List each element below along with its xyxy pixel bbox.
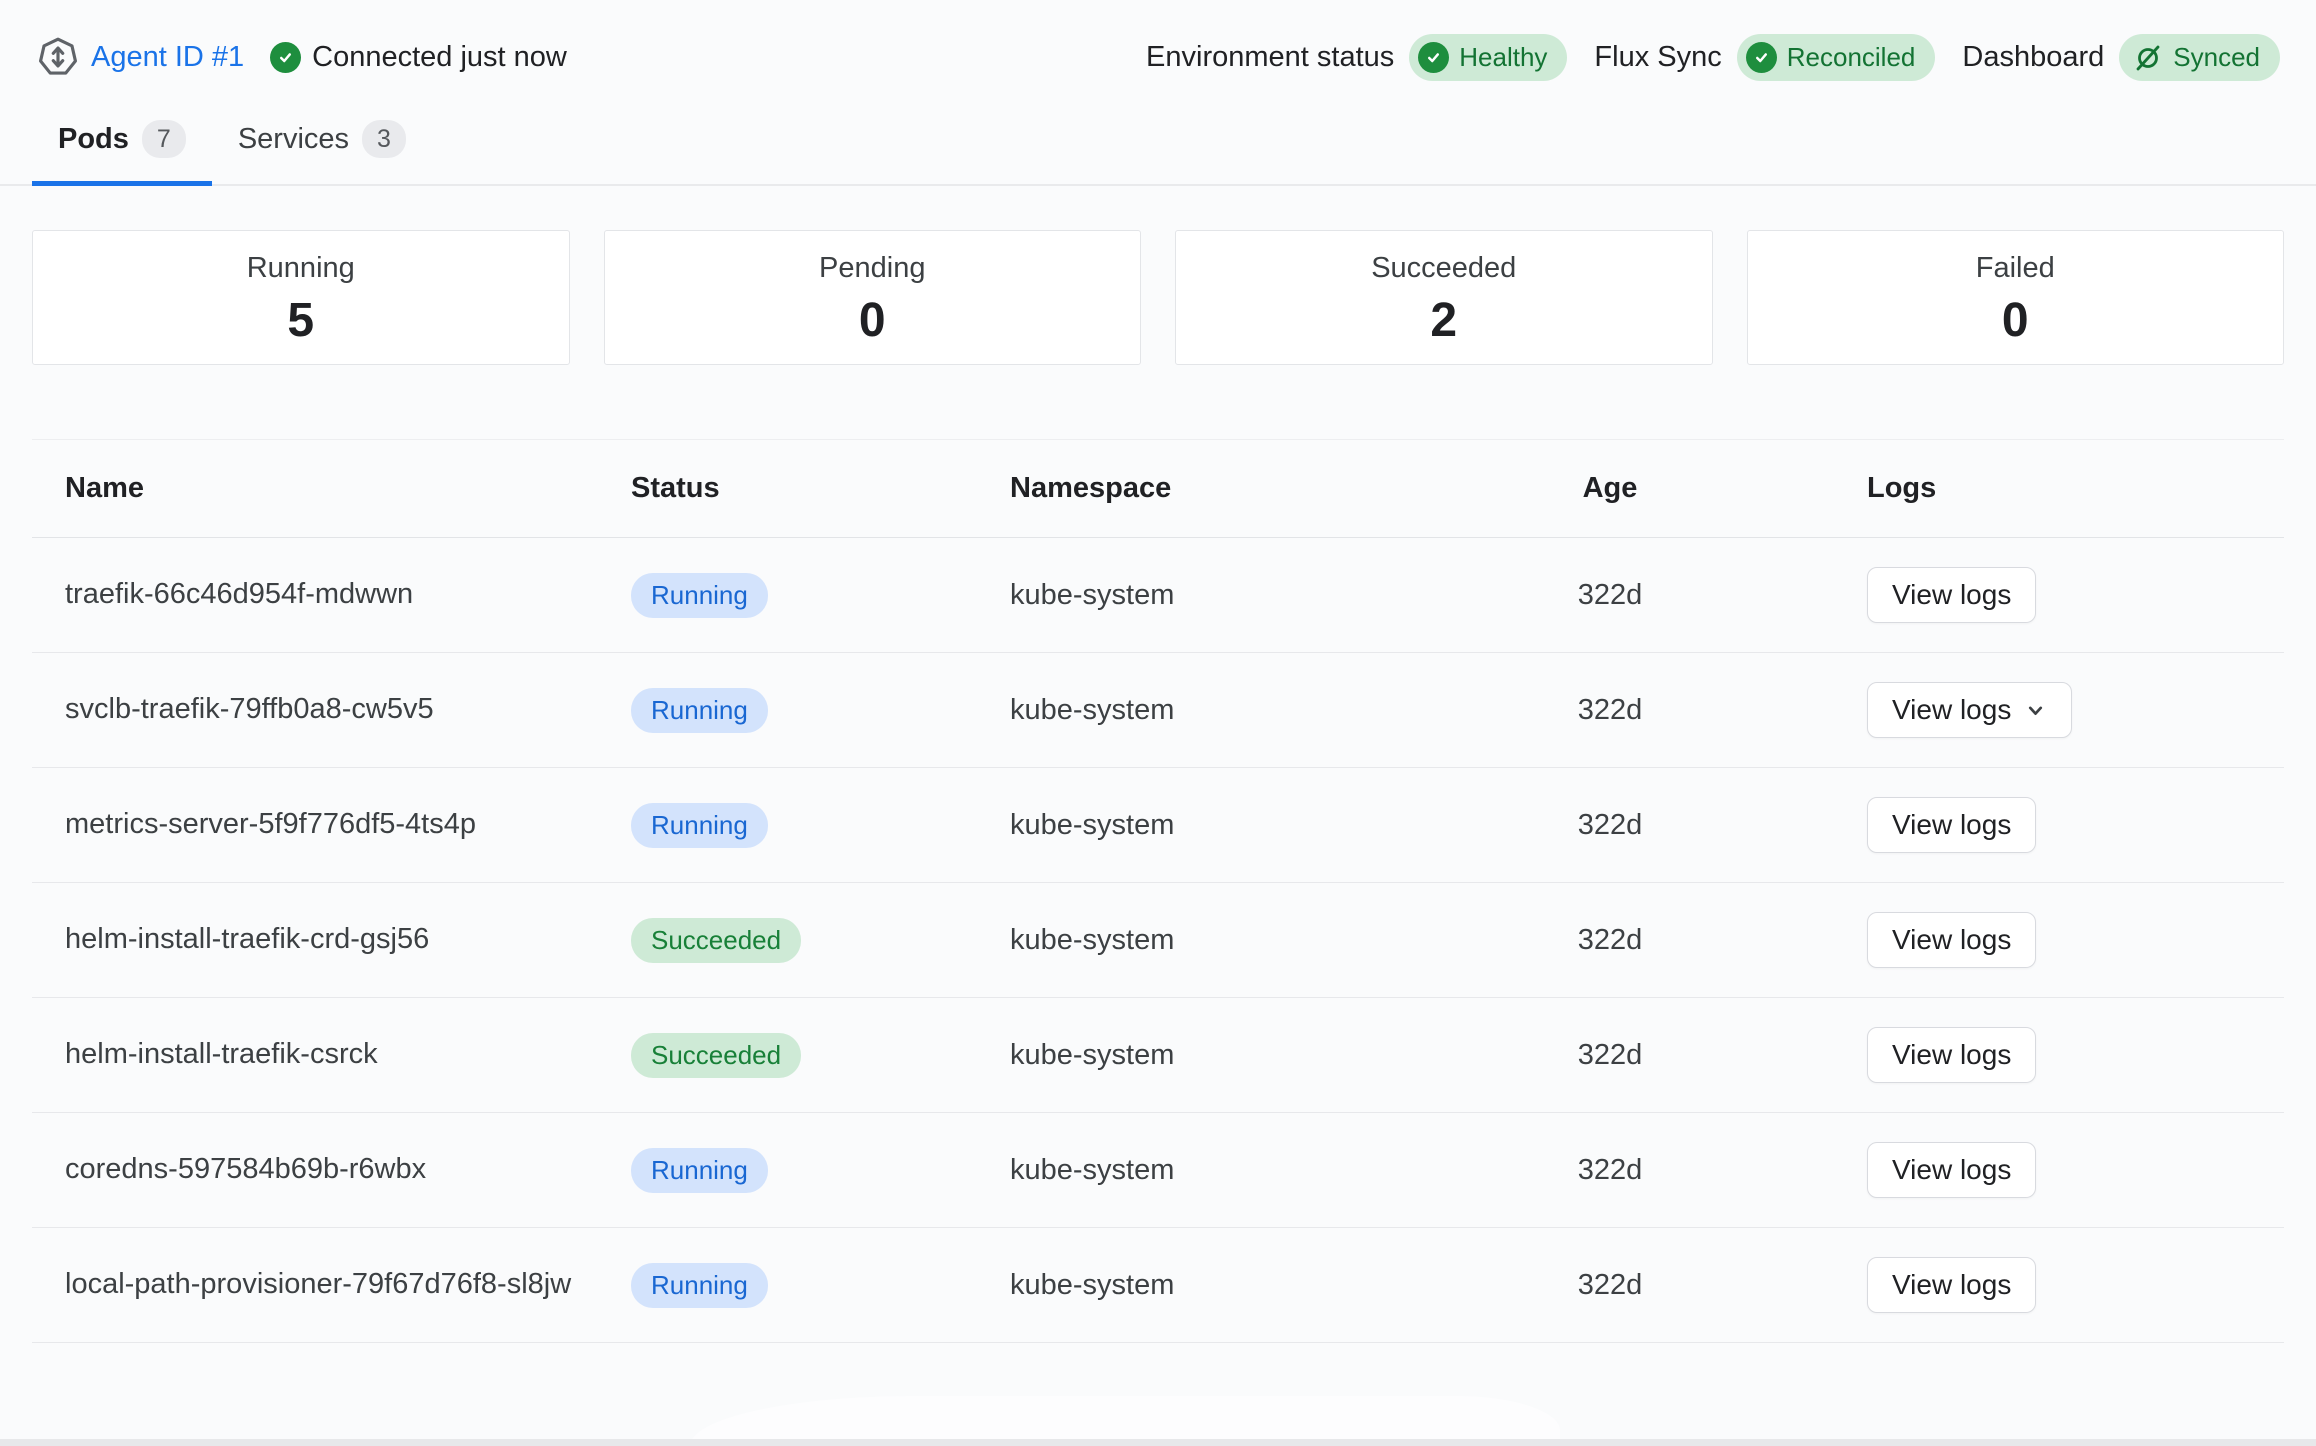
synced-badge-text: Synced: [2173, 42, 2260, 73]
table-row: svclb-traefik-79ffb0a8-cw5v5 Running kub…: [32, 653, 2284, 768]
pod-name: helm-install-traefik-csrck: [32, 1036, 631, 1073]
pod-name: metrics-server-5f9f776df5-4ts4p: [32, 806, 631, 843]
pod-name: local-path-provisioner-79f67d76f8-sl8jw: [32, 1266, 631, 1303]
view-logs-label: View logs: [1892, 579, 2011, 611]
pods-table: Name Status Namespace Age Logs traefik-6…: [32, 439, 2284, 1343]
age-cell: 322d: [1510, 809, 1710, 842]
tab-pods-count-badge: 7: [142, 120, 186, 158]
view-logs-button[interactable]: View logs: [1867, 1142, 2036, 1198]
bottom-edge-strip: [0, 1439, 2316, 1446]
tab-services-label: Services: [238, 123, 349, 156]
tab-services-count-badge: 3: [362, 120, 406, 158]
healthy-badge-text: Healthy: [1459, 42, 1547, 73]
connection-status-text: Connected just now: [312, 41, 567, 74]
view-logs-label: View logs: [1892, 694, 2011, 726]
pod-name: coredns-597584b69b-r6wbx: [32, 1151, 631, 1188]
environment-badges: Environment status Healthy Flux Sync Rec…: [1146, 34, 2280, 81]
tab-services[interactable]: Services 3: [212, 108, 432, 184]
namespace-cell: kube-system: [1010, 809, 1510, 842]
namespace-cell: kube-system: [1010, 1154, 1510, 1187]
view-logs-label: View logs: [1892, 1269, 2011, 1301]
flux-sync-label: Flux Sync: [1594, 41, 1721, 74]
stat-value: 2: [1176, 293, 1712, 348]
view-logs-button[interactable]: View logs: [1867, 567, 2036, 623]
age-cell: 322d: [1510, 579, 1710, 612]
view-logs-button[interactable]: View logs: [1867, 912, 2036, 968]
reconciled-badge: Reconciled: [1737, 34, 1936, 81]
slashed-circle-sync-icon: [2133, 42, 2163, 72]
status-badge: Running: [631, 803, 768, 848]
table-row: traefik-66c46d954f-mdwwn Running kube-sy…: [32, 538, 2284, 653]
column-header-age: Age: [1510, 472, 1710, 505]
healthy-badge: Healthy: [1409, 34, 1567, 81]
age-cell: 322d: [1510, 1039, 1710, 1072]
stat-card-pending: Pending 0: [604, 230, 1142, 365]
stat-card-succeeded: Succeeded 2: [1175, 230, 1713, 365]
stat-value: 0: [605, 293, 1141, 348]
column-header-status: Status: [631, 472, 1010, 505]
stat-value: 5: [33, 293, 569, 348]
namespace-cell: kube-system: [1010, 694, 1510, 727]
connection-status: Connected just now: [270, 41, 567, 74]
synced-badge: Synced: [2119, 34, 2280, 81]
status-badge: Running: [631, 573, 768, 618]
stat-label: Running: [33, 252, 569, 285]
stat-label: Failed: [1748, 252, 2284, 285]
namespace-cell: kube-system: [1010, 924, 1510, 957]
tab-pods-label: Pods: [58, 123, 129, 156]
view-logs-button[interactable]: View logs: [1867, 1257, 2036, 1313]
view-logs-button[interactable]: View logs: [1867, 682, 2072, 738]
hexagon-node-updown-arrow-icon: [37, 36, 79, 78]
stat-card-failed: Failed 0: [1747, 230, 2285, 365]
view-logs-label: View logs: [1892, 924, 2011, 956]
age-cell: 322d: [1510, 1269, 1710, 1302]
view-logs-button[interactable]: View logs: [1867, 797, 2036, 853]
table-body: traefik-66c46d954f-mdwwn Running kube-sy…: [32, 538, 2284, 1343]
table-row: local-path-provisioner-79f67d76f8-sl8jw …: [32, 1228, 2284, 1343]
reconciled-badge-text: Reconciled: [1787, 42, 1916, 73]
status-badge: Succeeded: [631, 918, 801, 963]
table-header-row: Name Status Namespace Age Logs: [32, 440, 2284, 538]
view-logs-label: View logs: [1892, 1039, 2011, 1071]
stat-label: Pending: [605, 252, 1141, 285]
agent-id-link[interactable]: Agent ID #1: [91, 41, 244, 74]
age-cell: 322d: [1510, 924, 1710, 957]
status-badge: Running: [631, 688, 768, 733]
topbar: Agent ID #1 Connected just now Environme…: [0, 0, 2316, 84]
column-header-name: Name: [32, 470, 631, 507]
age-cell: 322d: [1510, 1154, 1710, 1187]
namespace-cell: kube-system: [1010, 1039, 1510, 1072]
check-circle-icon: [1746, 42, 1777, 73]
chevron-down-icon: [2024, 699, 2047, 722]
namespace-cell: kube-system: [1010, 579, 1510, 612]
stat-label: Succeeded: [1176, 252, 1712, 285]
stat-value: 0: [1748, 293, 2284, 348]
check-circle-icon: [1418, 42, 1449, 73]
table-row: helm-install-traefik-csrck Succeeded kub…: [32, 998, 2284, 1113]
status-badge: Running: [631, 1263, 768, 1308]
status-badge: Succeeded: [631, 1033, 801, 1078]
check-circle-icon: [270, 42, 301, 73]
view-logs-label: View logs: [1892, 1154, 2011, 1186]
namespace-cell: kube-system: [1010, 1269, 1510, 1302]
stat-card-running: Running 5: [32, 230, 570, 365]
tab-bar: Pods 7 Services 3: [0, 108, 2316, 186]
dashboard-label: Dashboard: [1962, 41, 2104, 74]
age-cell: 322d: [1510, 694, 1710, 727]
agent-connection-group: Agent ID #1 Connected just now: [37, 36, 567, 78]
table-row: helm-install-traefik-crd-gsj56 Succeeded…: [32, 883, 2284, 998]
table-row: metrics-server-5f9f776df5-4ts4p Running …: [32, 768, 2284, 883]
stat-cards: Running 5 Pending 0 Succeeded 2 Failed 0: [32, 230, 2284, 365]
pod-name: helm-install-traefik-crd-gsj56: [32, 921, 631, 958]
column-header-namespace: Namespace: [1010, 472, 1510, 505]
table-row: coredns-597584b69b-r6wbx Running kube-sy…: [32, 1113, 2284, 1228]
pod-name: traefik-66c46d954f-mdwwn: [32, 576, 631, 613]
view-logs-button[interactable]: View logs: [1867, 1027, 2036, 1083]
column-header-logs: Logs: [1710, 472, 2284, 505]
environment-status-label: Environment status: [1146, 41, 1394, 74]
tab-pods[interactable]: Pods 7: [32, 108, 212, 184]
pod-name: svclb-traefik-79ffb0a8-cw5v5: [32, 691, 631, 728]
status-badge: Running: [631, 1148, 768, 1193]
view-logs-label: View logs: [1892, 809, 2011, 841]
